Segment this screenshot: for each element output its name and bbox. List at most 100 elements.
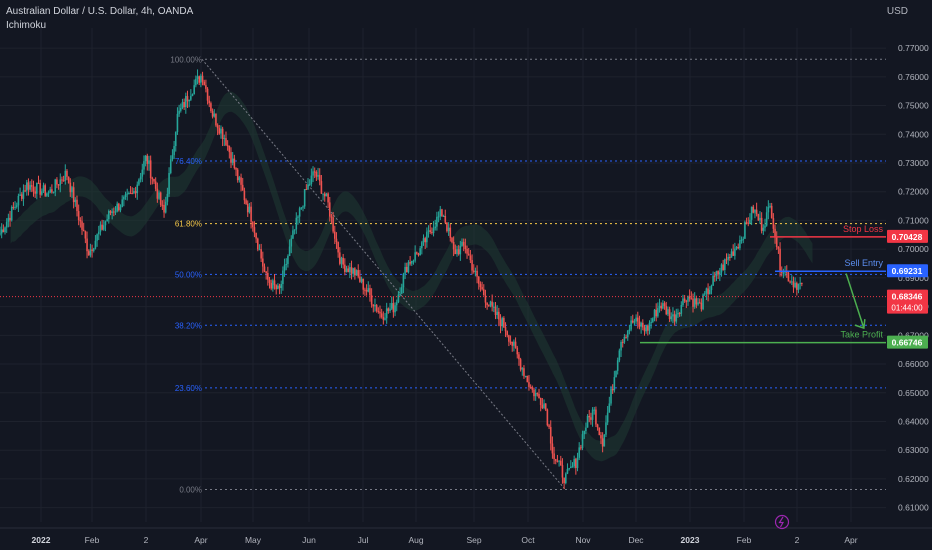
candle-body xyxy=(616,360,619,371)
candle-body xyxy=(350,267,353,274)
price-tick-label: 0.70000 xyxy=(898,244,929,254)
candle-body xyxy=(251,221,254,228)
fib-level-label: 0.00% xyxy=(179,486,202,495)
candle-body xyxy=(15,205,18,207)
candle-body xyxy=(153,178,155,182)
candle-body xyxy=(692,298,694,307)
candle-body xyxy=(640,322,642,327)
candle-body xyxy=(630,320,632,330)
candle-body xyxy=(506,331,509,336)
candle-body xyxy=(431,232,433,234)
price-tick-label: 0.67000 xyxy=(898,330,929,340)
candle-body xyxy=(47,192,50,194)
candle-body xyxy=(503,318,505,328)
candle-body xyxy=(426,231,428,243)
candle-body xyxy=(365,290,368,292)
candle-body xyxy=(67,176,70,183)
candle-body xyxy=(578,447,580,458)
candle-body xyxy=(687,296,689,302)
candle-body xyxy=(620,341,622,351)
candle-body xyxy=(449,227,452,238)
candle-body xyxy=(583,431,586,435)
candle-body xyxy=(760,217,763,231)
candle-body xyxy=(195,78,197,86)
candle-body xyxy=(412,260,415,262)
candle-body xyxy=(282,270,284,284)
price-tick-label: 0.65000 xyxy=(898,388,929,398)
candle-body xyxy=(568,468,570,470)
candle-body xyxy=(84,231,87,239)
candle-body xyxy=(600,435,602,439)
candle-body xyxy=(230,152,232,163)
candle-body xyxy=(302,206,304,208)
candle-body xyxy=(273,280,276,286)
candle-body xyxy=(123,196,125,200)
candle-body xyxy=(99,224,102,232)
candle-body xyxy=(201,75,204,82)
candle-body xyxy=(74,199,77,203)
candle-body xyxy=(173,146,175,156)
candle-body xyxy=(288,246,291,256)
candle-body xyxy=(46,193,48,196)
candle-body xyxy=(77,211,80,221)
candle-body xyxy=(89,249,92,256)
candle-body xyxy=(166,193,169,202)
candle-body xyxy=(623,336,626,343)
candle-body xyxy=(138,179,140,185)
time-tick-label: Apr xyxy=(194,535,207,545)
candle-body xyxy=(156,188,159,199)
candle-body xyxy=(409,262,411,264)
candle-body xyxy=(588,415,591,418)
candle-body xyxy=(767,206,770,213)
candle-body xyxy=(432,228,435,234)
candle-body xyxy=(359,276,361,282)
candle-body xyxy=(472,270,475,272)
candle-body xyxy=(325,193,328,197)
candle-body xyxy=(158,192,160,199)
price-tick-label: 0.76000 xyxy=(898,72,929,82)
time-tick-label: Nov xyxy=(575,535,591,545)
candle-body xyxy=(662,303,664,309)
candle-body xyxy=(323,193,326,197)
candle-body xyxy=(702,294,704,310)
sell-entry-label: Sell Entry xyxy=(844,258,883,268)
candle-body xyxy=(303,189,306,207)
candle-body xyxy=(357,270,360,277)
candle-body xyxy=(790,281,793,283)
time-tick-label: 2022 xyxy=(32,535,51,545)
time-tick-label: Sep xyxy=(466,535,481,545)
price-tick-label: 0.73000 xyxy=(898,158,929,168)
candle-body xyxy=(384,318,386,320)
fib-level-label: 61.80% xyxy=(175,220,202,229)
candle-body xyxy=(256,238,259,250)
candle-body xyxy=(262,258,264,267)
candle-body xyxy=(446,222,448,232)
ichimoku-cloud xyxy=(10,91,813,462)
candle-body xyxy=(313,171,316,173)
candle-body xyxy=(621,341,624,343)
candle-body xyxy=(705,288,708,294)
indicator-label[interactable]: Ichimoku xyxy=(6,20,47,31)
candle-body xyxy=(298,208,301,217)
candle-body xyxy=(233,158,236,168)
candle-body xyxy=(571,466,574,468)
candle-body xyxy=(598,427,601,436)
candle-body xyxy=(695,298,698,305)
candle-body xyxy=(541,404,544,408)
candle-body xyxy=(792,281,795,288)
candle-body xyxy=(148,160,150,164)
candle-body xyxy=(355,270,358,276)
candle-body xyxy=(633,321,636,323)
candle-body xyxy=(558,460,560,462)
sell-entry-price-tag xyxy=(887,264,928,278)
candle-body xyxy=(36,182,38,194)
candle-body xyxy=(91,249,93,252)
candle-body xyxy=(208,100,211,104)
candle-body xyxy=(442,215,445,217)
candle-body xyxy=(154,181,157,189)
candle-body xyxy=(126,193,129,195)
candle-body xyxy=(677,312,679,315)
candle-body xyxy=(297,216,299,218)
candle-body xyxy=(593,409,596,411)
